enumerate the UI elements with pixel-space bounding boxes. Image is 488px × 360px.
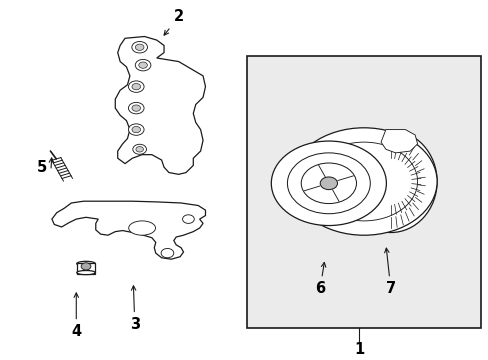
Ellipse shape: [344, 130, 436, 233]
Text: 6: 6: [314, 262, 325, 296]
Circle shape: [301, 163, 356, 203]
Circle shape: [132, 41, 147, 53]
Circle shape: [128, 124, 144, 135]
Circle shape: [182, 215, 194, 224]
Ellipse shape: [77, 270, 95, 275]
Circle shape: [136, 147, 143, 152]
Circle shape: [128, 81, 144, 93]
Text: 4: 4: [71, 293, 81, 339]
Circle shape: [320, 177, 337, 190]
Polygon shape: [115, 36, 205, 174]
Circle shape: [135, 59, 151, 71]
Circle shape: [135, 44, 143, 50]
Text: 2: 2: [164, 9, 183, 35]
Circle shape: [287, 153, 369, 214]
Bar: [77, 263, 95, 274]
Circle shape: [132, 126, 140, 133]
Polygon shape: [380, 130, 417, 153]
Circle shape: [132, 84, 140, 90]
Circle shape: [271, 141, 386, 226]
Circle shape: [128, 102, 144, 114]
Text: 5: 5: [37, 160, 47, 175]
Circle shape: [81, 263, 91, 270]
Ellipse shape: [310, 142, 417, 221]
Ellipse shape: [77, 261, 95, 266]
Bar: [246, 56, 480, 328]
Circle shape: [139, 62, 147, 68]
Circle shape: [132, 105, 140, 111]
Ellipse shape: [290, 128, 436, 235]
Polygon shape: [52, 201, 205, 259]
Text: 7: 7: [384, 248, 395, 296]
Ellipse shape: [128, 221, 155, 235]
Text: 1: 1: [353, 342, 364, 357]
Circle shape: [161, 248, 173, 258]
Text: 3: 3: [129, 286, 140, 332]
Circle shape: [133, 144, 146, 154]
